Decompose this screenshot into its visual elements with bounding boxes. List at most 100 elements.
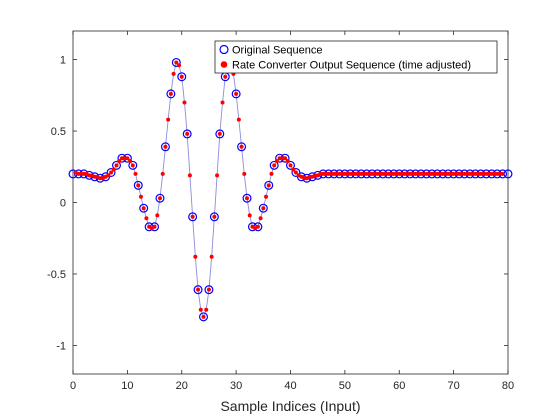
converted-sequence-point (198, 307, 203, 312)
converted-sequence-point (174, 60, 179, 65)
converted-sequence-point (245, 196, 249, 201)
converted-sequence-point (182, 100, 187, 105)
converted-sequence-point (209, 254, 214, 259)
converted-sequence-point (125, 156, 130, 161)
y-tick-label: -0.5 (47, 269, 66, 281)
converted-sequence-point (266, 183, 271, 188)
converted-sequence-point (163, 144, 168, 149)
y-axis-ticks: -1 -0.5 0 0.5 1 (47, 55, 508, 352)
converted-sequence-point (217, 131, 222, 136)
original-sequence-point (242, 193, 252, 203)
converted-sequence-point (106, 173, 111, 178)
converted-sequence-point (152, 224, 157, 229)
converted-sequence-point (144, 216, 149, 221)
original-sequence-point (182, 129, 192, 139)
converted-sequence-point (291, 167, 296, 172)
converted-sequence-point (242, 171, 247, 176)
original-sequence-point (291, 167, 301, 177)
converted-sequence-point (220, 100, 225, 105)
original-sequence-point (111, 160, 121, 170)
y-tick-label: -1 (56, 340, 66, 352)
x-tick-label: 60 (393, 380, 405, 392)
legend-entry-original: Original Sequence (232, 45, 323, 57)
converted-sequence-point (274, 159, 279, 164)
x-axis-ticks: 0 10 20 30 40 50 60 70 80 (70, 31, 514, 392)
original-sequence-point (166, 89, 176, 99)
converted-sequence-point (177, 63, 182, 68)
original-sequence-point (199, 312, 209, 322)
original-sequence-point (269, 160, 279, 170)
converted-sequence-point (166, 117, 171, 122)
converted-sequence-point (190, 214, 195, 219)
y-tick-label: 0 (60, 198, 66, 210)
converted-sequence-point (158, 196, 162, 201)
original-sequence-point (215, 129, 225, 139)
legend-box (214, 40, 498, 74)
y-tick-label: 0.5 (51, 126, 66, 138)
converted-sequence-point (236, 117, 241, 122)
original-sequence-point (155, 193, 165, 203)
converted-sequence-point (141, 206, 146, 211)
converted-sequence-point (261, 206, 266, 211)
converted-sequence-point (171, 71, 176, 76)
converted-sequence-point (255, 224, 260, 229)
converted-sequence-point (212, 214, 217, 219)
x-tick-label: 70 (448, 380, 460, 392)
original-sequence-point (139, 203, 149, 213)
legend-entry-converted: Rate Converter Output Sequence (time adj… (232, 60, 471, 72)
converted-sequence-point (128, 159, 133, 164)
original-sequence-point (128, 160, 138, 170)
converted-sequence-point (130, 163, 135, 168)
converted-sequence-series (73, 60, 505, 319)
converted-sequence-point (133, 171, 138, 176)
plot-area (68, 30, 513, 375)
converted-sequence-point (272, 163, 277, 168)
converted-sequence-point (160, 171, 165, 176)
x-tick-label: 50 (339, 380, 351, 392)
x-tick-label: 30 (230, 380, 242, 392)
converted-sequence-point (293, 170, 298, 175)
legend: Original Sequence Rate Converter Output … (214, 40, 498, 74)
converted-sequence-point (285, 159, 290, 164)
x-tick-label: 10 (121, 380, 133, 392)
original-sequence-point (286, 160, 296, 170)
converted-sequence-point (155, 213, 160, 218)
converted-sequence-point (288, 163, 293, 168)
converted-sequence-point (111, 167, 116, 172)
converted-sequence-point (193, 254, 198, 259)
x-axis-label: Sample Indices (Input) (220, 398, 360, 414)
converted-sequence-point (264, 194, 269, 199)
legend-marker-converted (220, 61, 228, 68)
original-sequence-point (204, 285, 214, 295)
original-sequence-point (106, 167, 116, 177)
original-sequence-point (258, 203, 268, 213)
x-tick-label: 80 (502, 380, 514, 392)
original-sequence-point (177, 72, 187, 82)
converted-sequence-point (185, 131, 190, 136)
converted-sequence-point (109, 170, 114, 175)
converted-sequence-point (136, 183, 141, 188)
original-sequence-point (171, 57, 181, 67)
converted-sequence-point (234, 91, 239, 96)
original-sequence-point (133, 180, 143, 190)
converted-sequence-point (179, 74, 184, 79)
converted-sequence-point (283, 156, 288, 161)
converted-sequence-point (247, 213, 252, 218)
converted-sequence-point (239, 144, 244, 149)
converted-sequence-point (187, 173, 192, 178)
original-sequence-point (188, 212, 198, 222)
converted-sequence-point (196, 287, 201, 292)
converted-sequence-point (201, 314, 206, 319)
y-tick-label: 1 (60, 55, 66, 67)
x-tick-label: 20 (176, 380, 188, 392)
original-sequence-point (237, 142, 247, 152)
converted-sequence-point (269, 171, 274, 176)
converted-sequence-point (114, 163, 119, 168)
original-sequence-point (160, 142, 170, 152)
converted-sequence-point (500, 171, 505, 176)
converted-sequence-point (258, 216, 263, 221)
converted-sequence-point (206, 287, 211, 292)
x-tick-label: 0 (70, 380, 76, 392)
converted-sequence-point (168, 91, 173, 96)
